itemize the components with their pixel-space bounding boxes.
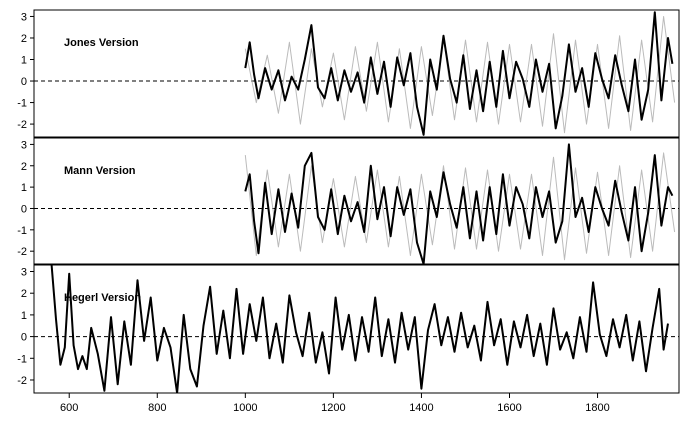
y-tick-label: 3 <box>21 267 27 279</box>
y-tick-label: 0 <box>21 76 27 88</box>
smoothed-series-line <box>244 11 674 136</box>
panel-2: -2 -1 0 1 2 3 Mann Version <box>17 137 680 265</box>
y-tick-label: 1 <box>21 55 27 67</box>
y-tick-label: 0 <box>21 332 27 344</box>
smoothed-series-line <box>50 265 669 393</box>
y-tick-label: 0 <box>21 203 27 215</box>
y-tick-label: 3 <box>21 139 27 151</box>
x-tick-label: 1200 <box>321 402 345 414</box>
x-tick-label: 600 <box>60 402 78 414</box>
panel-3: -2 -1 0 1 2 3 Hegerl Version <box>17 264 680 394</box>
panel-title: Hegerl Version <box>64 292 141 304</box>
y-tick-label: 2 <box>21 288 27 300</box>
x-tick-label: 1400 <box>409 402 433 414</box>
y-tick-label: -2 <box>17 246 27 258</box>
y-tick-label: 1 <box>21 182 27 194</box>
panel-1: -2 -1 0 1 2 3 Jones Version <box>17 9 680 138</box>
y-tick-label: -1 <box>17 353 27 365</box>
panel-frame <box>33 264 680 394</box>
y-tick-label: 2 <box>21 33 27 45</box>
y-tick-label: 1 <box>21 310 27 322</box>
y-tick-label: -2 <box>17 375 27 387</box>
y-tick-label: 3 <box>21 11 27 23</box>
panel-frame <box>33 137 680 265</box>
panel-frame <box>33 9 680 138</box>
chart-panels: -2 -1 0 1 2 3 Jones Version -2 -1 0 1 2 3 Mann Versio… <box>17 9 680 394</box>
panel-title: Jones Version <box>64 37 139 49</box>
x-tick-label: 1800 <box>585 402 609 414</box>
smoothed-series-line <box>244 143 674 264</box>
y-tick-label: 2 <box>21 161 27 173</box>
y-tick-label: -2 <box>17 119 27 131</box>
x-axis: 600 800 1000 1200 1400 1600 1800 <box>60 393 610 414</box>
panel-title: Mann Version <box>64 165 136 177</box>
x-tick-label: 1600 <box>497 402 521 414</box>
y-tick-label: -1 <box>17 98 27 110</box>
x-tick-label: 1000 <box>233 402 257 414</box>
x-tick-label: 800 <box>148 402 166 414</box>
y-tick-label: -1 <box>17 225 27 237</box>
